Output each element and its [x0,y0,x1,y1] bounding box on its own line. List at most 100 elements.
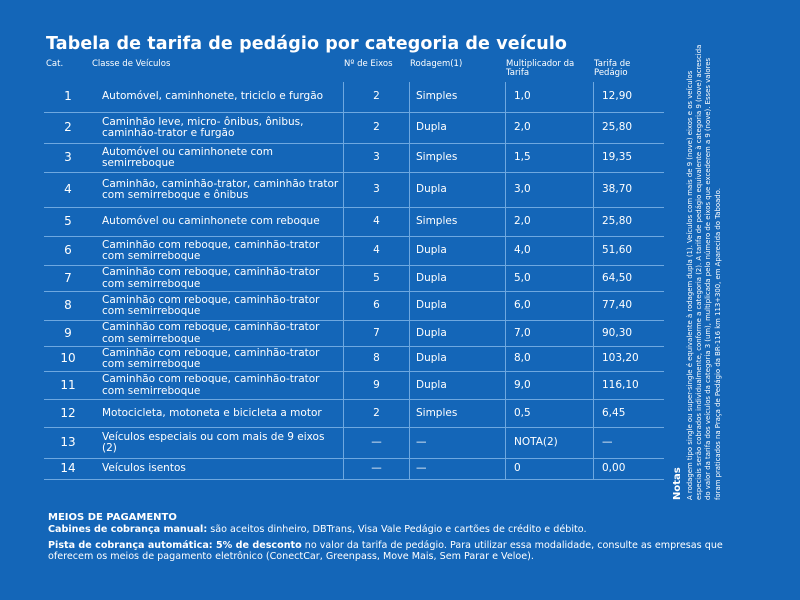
row-rodagem: — [410,459,506,479]
row-rodagem: Dupla [410,347,506,371]
row-multiplicador: 9,0 [506,372,594,399]
row-eixos: — [344,428,410,458]
payment-manual-label: Cabines de cobrança manual: [48,524,208,535]
row-rodagem: Dupla [410,173,506,207]
row-cat: 7 [64,270,72,285]
payment-auto: Pista de cobrança automática: 5% de desc… [48,540,738,562]
row-classe: Caminhão com reboque, caminhão-trator co… [92,266,344,291]
row-classe: Caminhão com reboque, caminhão-trator co… [92,347,344,371]
row-eixos: — [344,459,410,479]
tariff-table: Cat. Classe de Veículos Nº de Eixos Roda… [44,60,664,480]
table-row: 12 Motocicleta, motoneta e bicicleta a mo… [44,400,664,428]
row-cat: 4 [64,182,72,197]
payment-auto-label: Pista de cobrança automática: 5% de desc… [48,540,302,551]
row-rodagem: Simples [410,82,506,112]
table-row: 2 Caminhão leve, micro- ônibus, ônibus, c… [44,113,664,144]
table-row: 9 Caminhão com reboque, caminhão-trator c… [44,321,664,347]
row-eixos: 8 [344,347,410,371]
row-eixos: 4 [344,208,410,236]
row-eixos: 2 [344,113,410,143]
row-classe: Automóvel ou caminhonete com semirreboqu… [92,144,344,172]
header-cat: Cat. [46,59,64,69]
row-tarifa: 103,20 [602,352,639,365]
row-cat: 6 [64,243,72,258]
row-classe: Caminhão leve, micro- ônibus, ônibus, ca… [92,113,344,143]
row-eixos: 5 [344,266,410,291]
row-cat: 8 [64,298,72,313]
row-tarifa: 12,90 [602,90,633,103]
row-eixos: 3 [344,144,410,172]
row-eixos: 3 [344,173,410,207]
row-classe: Automóvel, caminhonete, triciclo e furgã… [92,82,344,112]
header-eixos: Nº de Eixos [344,59,393,69]
payment-manual-text: são aceitos dinheiro, DBTrans, Visa Vale… [207,524,587,535]
row-rodagem: Simples [410,208,506,236]
row-eixos: 7 [344,321,410,346]
row-cat: 9 [64,325,72,340]
table-row: 8 Caminhão com reboque, caminhão-trator c… [44,292,664,321]
row-rodagem: Dupla [410,292,506,320]
row-multiplicador: 4,0 [506,237,594,265]
row-eixos: 4 [344,237,410,265]
table-body: 1 Automóvel, caminhonete, triciclo e furg… [44,82,664,480]
row-classe: Caminhão com reboque, caminhão-trator co… [92,237,344,265]
row-classe: Caminhão com reboque, caminhão-trator co… [92,321,344,346]
row-rodagem: Dupla [410,372,506,399]
row-cat: 10 [60,351,76,366]
row-tarifa: 25,80 [602,121,633,134]
payment-heading: MEIOS DE PAGAMENTO [48,512,177,523]
row-tarifa: 6,45 [602,406,626,419]
row-cat: 3 [64,150,72,165]
table-row: 13 Veículos especiais ou com mais de 9 ei… [44,428,664,459]
row-eixos: 9 [344,372,410,399]
row-rodagem: Simples [410,144,506,172]
row-multiplicador: 1,5 [506,144,594,172]
row-cat: 12 [60,405,76,420]
row-tarifa: 38,70 [602,183,633,196]
row-rodagem: Simples [410,400,506,427]
row-classe: Caminhão, caminhão-trator, caminhão trat… [92,173,344,207]
page-title: Tabela de tarifa de pedágio por categori… [46,34,568,54]
table-row: 6 Caminhão com reboque, caminhão-trator c… [44,237,664,266]
payment-auto-text: no valor da tarifa de pedágio. Para util… [48,540,723,562]
table-row: 7 Caminhão com reboque, caminhão-trator c… [44,266,664,292]
notes-text: A rodagem tipo single ou super-single é … [686,44,722,500]
row-multiplicador: 7,0 [506,321,594,346]
row-cat: 1 [64,89,72,104]
row-multiplicador: 0 [506,459,594,479]
row-tarifa: 77,40 [602,299,633,312]
row-cat: 11 [60,377,76,392]
row-multiplicador: 6,0 [506,292,594,320]
row-tarifa: 19,35 [602,151,633,164]
table-row: 1 Automóvel, caminhonete, triciclo e furg… [44,82,664,113]
row-tarifa: 90,30 [602,326,633,339]
row-rodagem: Dupla [410,266,506,291]
row-tarifa: — [602,436,613,449]
payment-section: MEIOS DE PAGAMENTO Cabines de cobrança m… [48,512,738,567]
row-multiplicador: 2,0 [506,113,594,143]
payment-manual: Cabines de cobrança manual: são aceitos … [48,524,738,535]
row-rodagem: Dupla [410,321,506,346]
row-eixos: 2 [344,400,410,427]
row-multiplicador: 1,0 [506,82,594,112]
row-classe: Motocicleta, motoneta e bicicleta a moto… [92,400,344,427]
row-rodagem: Dupla [410,237,506,265]
table-row: 11 Caminhão com reboque, caminhão-trator … [44,372,664,400]
header-multiplicador: Multiplicador da Tarifa [506,59,575,78]
row-cat: 2 [64,120,72,135]
header-classe: Classe de Veículos [92,59,171,69]
row-multiplicador: 0,5 [506,400,594,427]
notes-rotated: Notas A rodagem tipo single ou super-sin… [672,40,790,500]
row-classe: Caminhão com reboque, caminhão-trator co… [92,372,344,399]
row-multiplicador: 3,0 [506,173,594,207]
row-classe: Veículos isentos [92,459,344,479]
row-rodagem: Dupla [410,113,506,143]
table-row: 14 Veículos isentos — —0 0,00 [44,459,664,480]
table-row: 3 Automóvel ou caminhonete com semirreboq… [44,144,664,173]
table-row: 4 Caminhão, caminhão-trator, caminhão tra… [44,173,664,208]
header-tarifa: Tarifa de Pedágio [594,59,631,78]
header-rodagem: Rodagem(1) [410,59,463,69]
row-multiplicador: 2,0 [506,208,594,236]
row-tarifa: 25,80 [602,215,633,228]
row-eixos: 6 [344,292,410,320]
